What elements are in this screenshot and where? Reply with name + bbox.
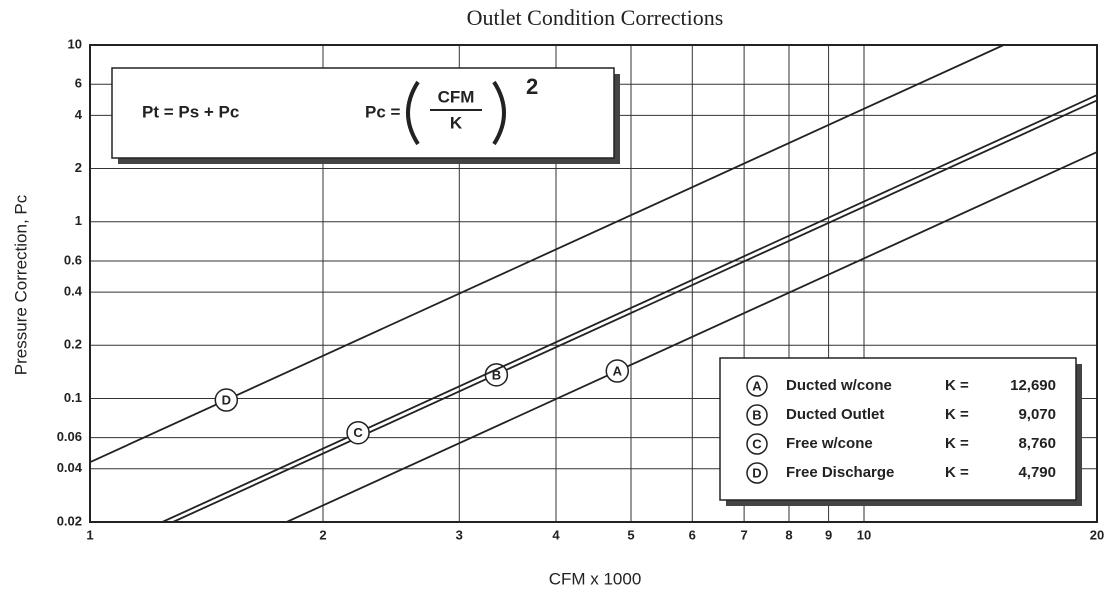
x-tick-label: 20 <box>1090 527 1104 542</box>
x-tick-label: 6 <box>689 527 696 542</box>
legend-label: Ducted Outlet <box>786 406 884 423</box>
y-tick-label: 0.06 <box>57 429 82 444</box>
legend-letter: D <box>752 465 761 480</box>
x-tick-label: 9 <box>825 527 832 542</box>
y-tick-label: 1 <box>75 213 82 228</box>
box <box>111 67 615 159</box>
line-marker <box>605 359 630 383</box>
legend-symbol <box>746 375 768 397</box>
legend-k-prefix: K = <box>945 464 969 481</box>
chart-title: Outlet Condition Corrections <box>467 5 724 30</box>
paren <box>492 80 506 146</box>
legend-k-value: 8,760 <box>1018 435 1056 452</box>
legend: A Ducted w/cone K = 12,690 B Ducted Outlet K =… <box>719 357 1082 506</box>
marker-letter: C <box>353 425 363 440</box>
legend-k-prefix: K = <box>945 406 969 423</box>
exponent: 2 <box>526 74 538 99</box>
marker-letter: A <box>613 363 623 378</box>
legend-symbol <box>746 462 768 484</box>
legend-label: Ducted w/cone <box>786 377 892 394</box>
denominator: K <box>450 113 463 132</box>
x-tick-label: 10 <box>857 527 871 542</box>
x-tick-label: 5 <box>627 527 634 542</box>
y-tick-label: 6 <box>75 76 82 91</box>
x-axis-label: CFM x 1000 <box>549 569 642 588</box>
series-line <box>172 99 1097 522</box>
formula-box: Pt = Ps + Pc Pc = CFM K 2 <box>111 67 620 164</box>
x-tick-label: 4 <box>552 527 560 542</box>
x-tick-label: 3 <box>456 527 463 542</box>
series-line <box>90 45 1005 464</box>
legend-k-value: 9,070 <box>1018 406 1056 423</box>
y-tick-label: 10 <box>68 36 82 51</box>
y-tick-label: 2 <box>75 160 82 175</box>
legend-box <box>719 357 1077 501</box>
line-marker <box>346 420 370 445</box>
legend-letter: B <box>752 407 761 422</box>
y-tick-label: 0.02 <box>57 513 82 528</box>
formula-pc: Pc = <box>365 102 401 121</box>
x-tick-label: 2 <box>319 527 326 542</box>
legend-symbol <box>746 433 768 455</box>
legend-k-prefix: K = <box>945 435 969 452</box>
legend-k-prefix: K = <box>945 377 969 394</box>
y-tick-label: 0.6 <box>64 252 82 267</box>
series-line <box>161 94 1097 522</box>
y-axis-label: Pressure Correction, Pc <box>11 194 30 375</box>
legend-letter: C <box>752 436 762 451</box>
y-tick-label: 0.1 <box>64 390 82 405</box>
x-tick-label: 1 <box>86 527 93 542</box>
x-tick-label: 8 <box>785 527 792 542</box>
y-tick-label: 0.2 <box>64 337 82 352</box>
legend-label: Free w/cone <box>786 435 873 452</box>
legend-k-value: 12,690 <box>1010 377 1056 394</box>
marker-letter: D <box>222 392 231 407</box>
paren <box>406 80 420 146</box>
y-tick-label: 4 <box>75 107 83 122</box>
legend-label: Free Discharge <box>786 464 894 481</box>
marker-letter: B <box>492 367 501 382</box>
series-line <box>286 151 1097 522</box>
legend-k-value: 4,790 <box>1018 464 1056 481</box>
x-tick-label: 7 <box>740 527 747 542</box>
formula-pt: Pt = Ps + Pc <box>142 102 239 121</box>
legend-letter: A <box>752 378 762 393</box>
y-tick-label: 0.4 <box>64 284 83 299</box>
y-tick-label: 0.04 <box>57 460 83 475</box>
legend-symbol <box>746 404 768 426</box>
line-marker <box>214 388 239 412</box>
plot-border <box>89 44 1098 523</box>
numerator: CFM <box>438 87 475 106</box>
